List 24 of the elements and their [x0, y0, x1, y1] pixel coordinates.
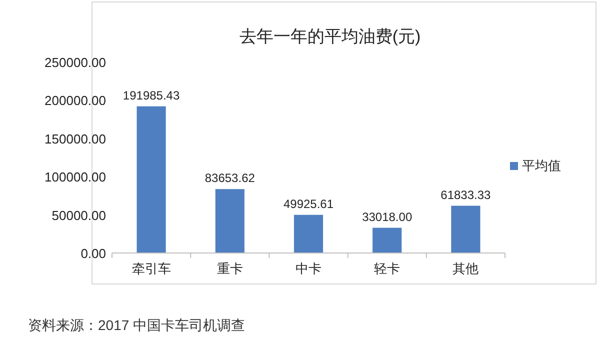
data-label: 61833.33 — [440, 188, 492, 202]
x-tick-label: 轻卡 — [374, 261, 400, 276]
data-label: 49925.61 — [283, 196, 334, 211]
x-tick-label: 中卡 — [296, 261, 322, 276]
y-tick-label: 150000.00 — [44, 131, 106, 146]
text: 资料来源：2017 中国卡车司机调查 — [28, 317, 246, 333]
x-tick-label: 其他 — [452, 261, 479, 276]
bar — [451, 206, 480, 253]
chart-title: 去年一年的平均油费(元) — [239, 27, 421, 46]
bar — [372, 228, 402, 253]
bar — [294, 214, 324, 253]
y-tick-label: 0.00 — [80, 246, 106, 261]
y-tick-label: 100000.00 — [44, 170, 106, 185]
x-tick-label: 牵引车 — [132, 261, 171, 276]
y-tick-label: 250000.00 — [44, 55, 106, 70]
y-tick-label: 50000.00 — [52, 208, 106, 223]
x-tick-label: 重卡 — [216, 261, 243, 276]
y-tick-label: 200000.00 — [44, 93, 106, 108]
bar — [136, 106, 166, 253]
bar — [215, 189, 244, 253]
data-label: 191985.43 — [122, 88, 180, 102]
data-label: 83653.62 — [204, 171, 256, 186]
legend-label: 平均值 — [522, 158, 561, 173]
data-label: 33018.00 — [362, 210, 412, 224]
